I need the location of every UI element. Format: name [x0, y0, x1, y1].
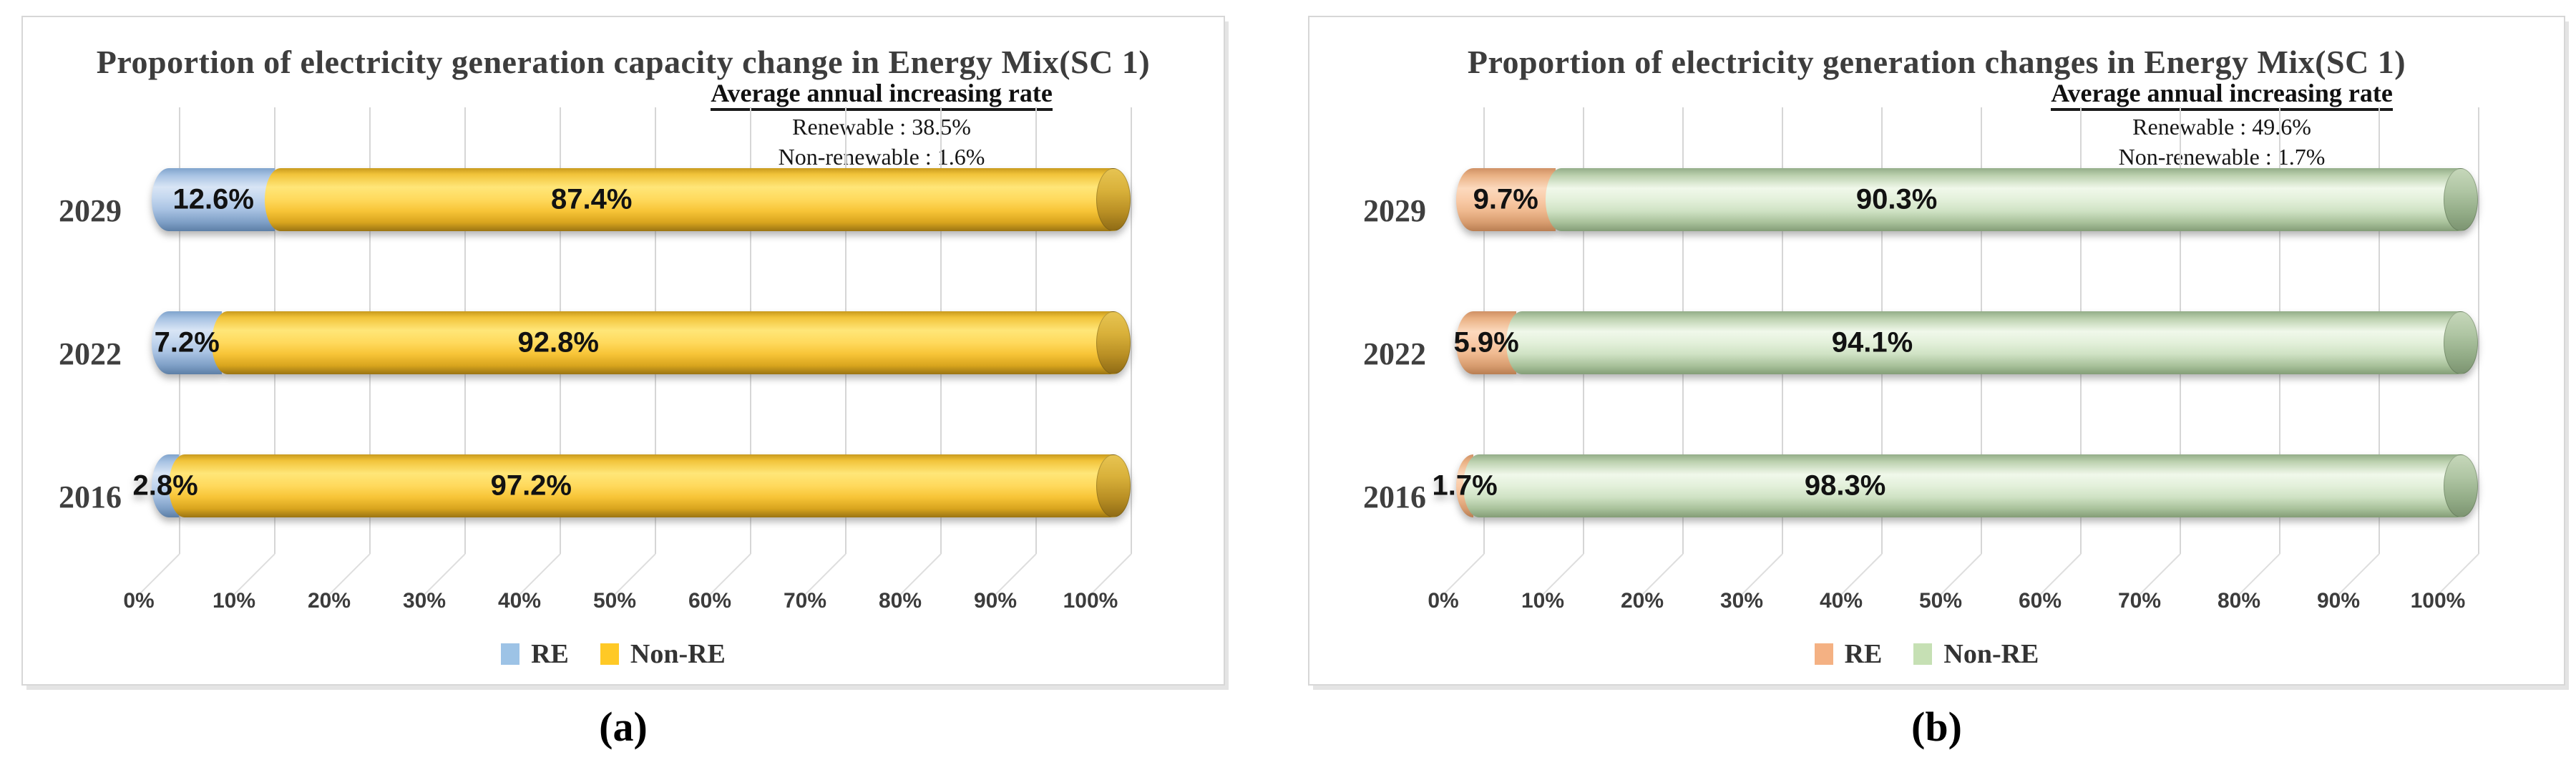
annotation-heading: Average annual increasing rate: [711, 79, 1053, 111]
category-label: 2022: [59, 336, 122, 371]
chart-panel-a: Proportion of electricity generation cap…: [21, 16, 1225, 686]
caption-b: (b): [1911, 703, 1962, 750]
x-axis-tick-label: 20%: [307, 589, 351, 613]
x-axis-tick-label: 40%: [497, 589, 542, 613]
bar-value-label-re: 12.6%: [172, 183, 254, 215]
bar-segment-re: [1456, 168, 1556, 231]
bar-end-cap: [2444, 454, 2478, 517]
legend-swatch-re: [1814, 643, 1833, 665]
chart-a-plot-area: 0% 10% 20% 30% 40% 50% 60% 70% 80% 90% 100% 2029 12.…: [23, 17, 1224, 684]
x-axis-tick-label: 60%: [2018, 589, 2062, 613]
bar-2016: 1.7% 98.3%: [1433, 454, 2478, 517]
legend-swatch-nonre: [600, 643, 619, 665]
x-axis-tick-label: 100%: [1063, 589, 1118, 613]
bar-end-cap: [1096, 311, 1131, 374]
bar-end-cap: [1096, 168, 1131, 231]
x-axis-tick-label: 20%: [1620, 589, 1664, 613]
bar-end-cap: [2444, 168, 2478, 231]
gridline: [1131, 107, 1132, 554]
chart-a-title: Proportion of electricity generation cap…: [96, 44, 1151, 80]
category-label: 2029: [59, 193, 122, 228]
x-axis-tick-label: 0%: [123, 589, 155, 613]
x-axis-tick-label: 0%: [1428, 589, 1459, 613]
bar-value-label-nonre: 87.4%: [551, 183, 633, 215]
chart-b-title: Proportion of electricity generation cha…: [1467, 44, 2406, 80]
legend-swatch-re: [501, 643, 520, 665]
bar-2029: 9.7% 90.3%: [1456, 168, 2478, 231]
bar-segment-nonre: [212, 311, 1113, 374]
x-axis-tick-label: 30%: [402, 589, 447, 613]
x-axis-tick-label: 50%: [1918, 589, 1963, 613]
x-axis-tick-label: 90%: [2316, 589, 2361, 613]
bar-end-cap: [2444, 311, 2478, 374]
chart-panel-b: Proportion of electricity generation cha…: [1308, 16, 2565, 686]
bar-end-cap: [1096, 454, 1131, 517]
bar-value-label-re: 7.2%: [154, 326, 220, 359]
bar-value-label-nonre: 97.2%: [490, 469, 572, 502]
legend-label-nonre: Non-RE: [1943, 639, 2039, 669]
x-axis-tick-label: 50%: [592, 589, 637, 613]
bar-segment-re: [1456, 311, 1517, 374]
x-axis-tick-label: 100%: [2410, 589, 2466, 613]
x-axis-tick-label: 80%: [878, 589, 922, 613]
bar-2016: 2.8% 97.2%: [133, 454, 1131, 517]
bar-segment-re: [152, 311, 223, 374]
bar-segment-nonre: [169, 454, 1113, 517]
x-axis-tick-label: 80%: [2217, 589, 2261, 613]
x-axis-tick-label: 10%: [1521, 589, 1565, 613]
annotation-line-nonrenewable: Non-renewable : 1.6%: [778, 144, 985, 170]
chart-b-annotation: Average annual increasing rate Renewable…: [1900, 79, 2544, 171]
x-axis-tick-label: 90%: [973, 589, 1018, 613]
bar-segment-nonre: [1545, 168, 2461, 231]
category-label: 2016: [59, 479, 122, 515]
bar-segment-nonre: [265, 168, 1113, 231]
gridline: [2478, 107, 2479, 554]
bar-value-label-nonre: 90.3%: [1855, 183, 1938, 215]
x-axis-tick-label: 70%: [783, 589, 827, 613]
caption-a: (a): [599, 703, 648, 750]
bar-segment-re: [152, 168, 275, 231]
legend-label-re: RE: [1844, 639, 1883, 669]
bar-value-label-re: 2.8%: [132, 469, 198, 502]
bar-segment-nonre: [1506, 311, 2461, 374]
x-axis-tick-label: 40%: [1819, 589, 1863, 613]
chart-b-legend: RE Non-RE: [1309, 638, 2564, 670]
bar-value-label-nonre: 94.1%: [1831, 326, 1913, 359]
bar-value-label-re: 9.7%: [1473, 183, 1538, 215]
x-axis-tick-label: 60%: [688, 589, 732, 613]
legend-swatch-nonre: [1913, 643, 1933, 665]
category-label: 2022: [1363, 336, 1426, 371]
bar-2022: 5.9% 94.1%: [1453, 311, 2478, 374]
annotation-line-nonrenewable: Non-renewable : 1.7%: [2118, 144, 2326, 170]
category-label: 2029: [1363, 193, 1426, 228]
annotation-line-renewable: Renewable : 49.6%: [2132, 114, 2311, 140]
chart-b-plot-area: 0% 10% 20% 30% 40% 50% 60% 70% 80% 90% 100% 2029 9.7…: [1309, 17, 2564, 684]
annotation-heading: Average annual increasing rate: [2051, 79, 2393, 111]
chart-a-legend: RE Non-RE: [23, 638, 1224, 670]
x-axis-tick-label: 30%: [1719, 589, 1764, 613]
x-axis-tick-label: 10%: [212, 589, 256, 613]
bar-value-label-nonre: 92.8%: [517, 326, 599, 359]
bar-2022: 7.2% 92.8%: [152, 311, 1131, 374]
category-label: 2016: [1363, 479, 1426, 515]
bar-value-label-re: 1.7%: [1432, 469, 1498, 502]
bar-value-label-re: 5.9%: [1453, 326, 1519, 359]
chart-a-annotation: Average annual increasing rate Renewable…: [560, 79, 1204, 171]
legend-label-nonre: Non-RE: [630, 639, 726, 669]
bar-value-label-nonre: 98.3%: [1804, 469, 1886, 502]
bar-segment-nonre: [1463, 454, 2461, 517]
bar-2029: 12.6% 87.4%: [152, 168, 1131, 231]
x-axis-tick-label: 70%: [2117, 589, 2162, 613]
legend-label-re: RE: [531, 639, 569, 669]
